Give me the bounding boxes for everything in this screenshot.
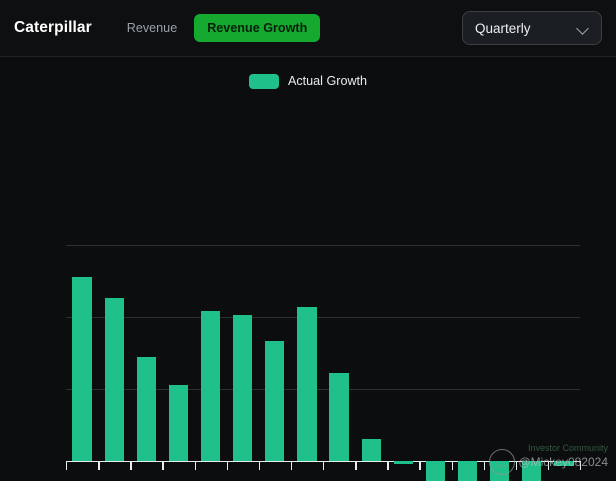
chart-bar[interactable] bbox=[72, 277, 92, 461]
axis-tick bbox=[483, 461, 486, 470]
chart-plot-area: 30%20%10%0%-10%Q3 '21MissedQ4 '21BeatQ1 … bbox=[66, 245, 582, 481]
chart-bar[interactable] bbox=[104, 297, 124, 461]
axis-tick bbox=[162, 461, 164, 470]
axis-tick bbox=[66, 461, 68, 470]
app-header: Caterpillar Revenue Revenue Growth Quart… bbox=[0, 0, 616, 57]
chart-legend: Actual Growth bbox=[0, 61, 616, 101]
chart-bar[interactable] bbox=[200, 311, 221, 461]
gridline bbox=[66, 245, 580, 246]
legend-label-actual-growth: Actual Growth bbox=[287, 74, 368, 88]
brand-title: Caterpillar bbox=[14, 19, 92, 36]
tab-revenue[interactable]: Revenue bbox=[114, 14, 190, 42]
tab-revenue-growth[interactable]: Revenue Growth bbox=[194, 14, 321, 42]
axis-tick bbox=[130, 461, 132, 470]
chart-bar[interactable] bbox=[490, 461, 510, 481]
chart-bar[interactable] bbox=[554, 461, 574, 467]
axis-tick bbox=[515, 461, 518, 470]
axis-tick bbox=[387, 461, 389, 470]
axis-tick bbox=[194, 461, 196, 470]
gridline bbox=[66, 389, 580, 390]
period-select-value: Quarterly bbox=[475, 20, 531, 36]
gridline bbox=[66, 317, 580, 318]
chart-bar[interactable] bbox=[297, 306, 317, 461]
chart-bar[interactable] bbox=[457, 461, 478, 481]
chart-bar[interactable] bbox=[361, 439, 381, 461]
chart-bar[interactable] bbox=[233, 314, 253, 461]
chevron-down-icon bbox=[577, 22, 589, 34]
axis-tick bbox=[226, 461, 229, 470]
axis-tick bbox=[547, 461, 550, 470]
axis-tick bbox=[419, 461, 421, 470]
chart-bar[interactable] bbox=[329, 373, 349, 461]
chart-bar[interactable] bbox=[136, 357, 156, 461]
chart-bar[interactable] bbox=[168, 385, 189, 461]
watermark-subtext: Investor Community bbox=[527, 443, 608, 453]
legend-swatch-actual-growth bbox=[248, 73, 279, 89]
chart-bar[interactable] bbox=[425, 461, 446, 481]
axis-tick bbox=[290, 461, 293, 470]
chart-bar[interactable] bbox=[522, 461, 542, 481]
chart-bar[interactable] bbox=[393, 461, 413, 464]
chart-bar[interactable] bbox=[265, 340, 285, 461]
axis-tick bbox=[580, 461, 582, 470]
period-select[interactable]: Quarterly bbox=[462, 11, 602, 45]
axis-tick bbox=[355, 461, 357, 470]
tab-bar: Revenue Revenue Growth bbox=[114, 14, 321, 42]
axis-tick bbox=[258, 461, 261, 470]
axis-tick bbox=[98, 461, 100, 470]
axis-tick bbox=[451, 461, 453, 470]
revenue-growth-chart: 30%20%10%0%-10%Q3 '21MissedQ4 '21BeatQ1 … bbox=[0, 101, 616, 481]
axis-tick bbox=[323, 461, 325, 470]
